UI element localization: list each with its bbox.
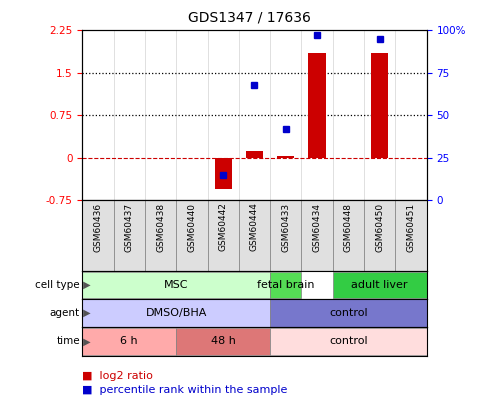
FancyBboxPatch shape xyxy=(333,200,364,271)
FancyBboxPatch shape xyxy=(395,200,427,271)
Text: cell type: cell type xyxy=(35,280,80,290)
Text: GSM60438: GSM60438 xyxy=(156,202,165,252)
Text: ■  percentile rank within the sample: ■ percentile rank within the sample xyxy=(82,385,288,394)
Text: ■  log2 ratio: ■ log2 ratio xyxy=(82,371,153,381)
Text: control: control xyxy=(329,308,368,318)
Bar xyxy=(246,151,263,158)
Text: control: control xyxy=(329,337,368,346)
FancyBboxPatch shape xyxy=(270,272,301,298)
FancyBboxPatch shape xyxy=(82,299,270,327)
Text: time: time xyxy=(56,337,80,346)
Bar xyxy=(308,53,326,158)
FancyBboxPatch shape xyxy=(82,328,176,355)
Bar xyxy=(215,158,232,189)
Text: GSM60448: GSM60448 xyxy=(344,202,353,252)
FancyBboxPatch shape xyxy=(364,200,395,271)
Text: GSM60451: GSM60451 xyxy=(407,202,416,252)
FancyBboxPatch shape xyxy=(82,200,114,271)
Bar xyxy=(277,156,294,158)
Text: GSM60436: GSM60436 xyxy=(93,202,102,252)
Text: GSM60433: GSM60433 xyxy=(281,202,290,252)
FancyBboxPatch shape xyxy=(239,200,270,271)
Text: GSM60450: GSM60450 xyxy=(375,202,384,252)
FancyBboxPatch shape xyxy=(176,328,270,355)
FancyBboxPatch shape xyxy=(145,200,176,271)
FancyBboxPatch shape xyxy=(114,200,145,271)
Text: agent: agent xyxy=(50,308,80,318)
Text: fetal brain: fetal brain xyxy=(257,280,314,290)
Text: GSM60442: GSM60442 xyxy=(219,202,228,252)
Text: GSM60437: GSM60437 xyxy=(125,202,134,252)
FancyBboxPatch shape xyxy=(301,200,333,271)
Text: DMSO/BHA: DMSO/BHA xyxy=(146,308,207,318)
Text: GSM60434: GSM60434 xyxy=(312,202,321,252)
Text: ▶: ▶ xyxy=(80,337,90,346)
Text: ▶: ▶ xyxy=(80,280,90,290)
FancyBboxPatch shape xyxy=(176,200,208,271)
Text: MSC: MSC xyxy=(164,280,189,290)
Bar xyxy=(371,53,388,158)
FancyBboxPatch shape xyxy=(270,328,427,355)
FancyBboxPatch shape xyxy=(270,200,301,271)
Text: ▶: ▶ xyxy=(80,308,90,318)
Text: GSM60444: GSM60444 xyxy=(250,202,259,252)
FancyBboxPatch shape xyxy=(208,200,239,271)
Text: adult liver: adult liver xyxy=(351,280,408,290)
Text: 6 h: 6 h xyxy=(120,337,138,346)
FancyBboxPatch shape xyxy=(82,272,270,298)
Text: 48 h: 48 h xyxy=(211,337,236,346)
FancyBboxPatch shape xyxy=(270,299,427,327)
Text: GSM60440: GSM60440 xyxy=(188,202,197,252)
Text: GDS1347 / 17636: GDS1347 / 17636 xyxy=(188,10,311,24)
FancyBboxPatch shape xyxy=(333,272,427,298)
